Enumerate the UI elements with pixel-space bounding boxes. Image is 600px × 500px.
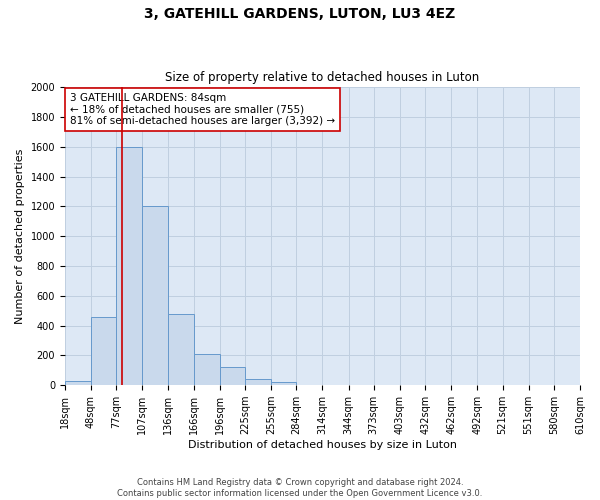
X-axis label: Distribution of detached houses by size in Luton: Distribution of detached houses by size … — [188, 440, 457, 450]
Bar — [167, 314, 194, 385]
Bar — [91, 316, 116, 385]
Title: Size of property relative to detached houses in Luton: Size of property relative to detached ho… — [166, 72, 479, 85]
Bar — [116, 146, 142, 385]
Bar — [142, 206, 167, 385]
Text: 3 GATEHILL GARDENS: 84sqm
← 18% of detached houses are smaller (755)
81% of semi: 3 GATEHILL GARDENS: 84sqm ← 18% of detac… — [70, 93, 335, 126]
Bar — [65, 380, 91, 385]
Y-axis label: Number of detached properties: Number of detached properties — [15, 148, 25, 324]
Bar — [245, 378, 271, 385]
Bar — [194, 354, 220, 385]
Text: Contains HM Land Registry data © Crown copyright and database right 2024.
Contai: Contains HM Land Registry data © Crown c… — [118, 478, 482, 498]
Bar — [271, 382, 296, 385]
Bar — [220, 368, 245, 385]
Text: 3, GATEHILL GARDENS, LUTON, LU3 4EZ: 3, GATEHILL GARDENS, LUTON, LU3 4EZ — [145, 8, 455, 22]
